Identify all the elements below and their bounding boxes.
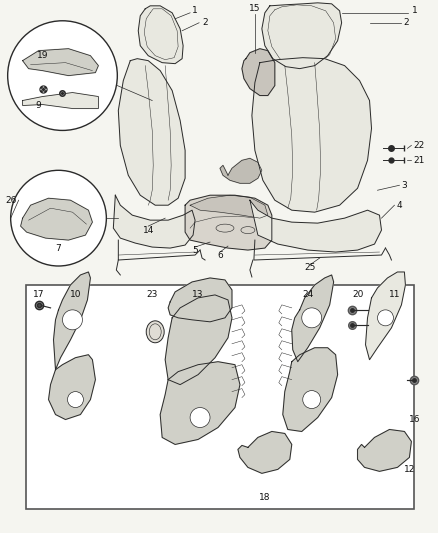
Polygon shape [283,348,338,432]
Text: 12: 12 [404,465,415,474]
Text: 11: 11 [389,290,400,300]
Text: 1: 1 [192,6,198,15]
FancyBboxPatch shape [25,285,414,509]
Polygon shape [366,272,406,360]
Circle shape [302,308,321,328]
Text: 14: 14 [142,225,154,235]
Text: 17: 17 [33,290,44,300]
Polygon shape [252,58,371,212]
Polygon shape [262,3,342,69]
Polygon shape [292,275,334,362]
Text: 24: 24 [302,290,313,300]
Polygon shape [113,195,195,248]
Circle shape [378,310,393,326]
Polygon shape [168,278,232,322]
Text: 6: 6 [217,251,223,260]
Text: 20: 20 [352,290,363,300]
Text: 25: 25 [304,263,315,272]
Polygon shape [118,59,185,205]
Text: 19: 19 [37,51,48,60]
Polygon shape [190,195,268,218]
Circle shape [63,310,82,330]
Polygon shape [250,200,381,252]
Polygon shape [23,49,99,76]
Text: 2: 2 [202,18,208,27]
Polygon shape [160,362,240,445]
Polygon shape [238,432,292,473]
Circle shape [8,21,117,131]
Polygon shape [53,272,90,370]
Polygon shape [165,295,232,385]
Ellipse shape [146,321,164,343]
Text: 10: 10 [70,290,81,300]
Text: 21: 21 [413,156,425,165]
Text: 2: 2 [403,18,409,27]
Text: 1: 1 [412,6,417,15]
Circle shape [11,171,106,266]
Text: 5: 5 [192,246,198,255]
Text: 23: 23 [147,290,158,300]
Text: 13: 13 [192,290,204,300]
Text: 22: 22 [414,141,425,150]
Text: 16: 16 [409,415,420,424]
Polygon shape [242,49,275,95]
Text: 9: 9 [36,101,42,110]
Text: 3: 3 [402,181,407,190]
Polygon shape [138,6,183,63]
Text: 18: 18 [259,493,271,502]
Text: 7: 7 [56,244,61,253]
Text: 26: 26 [5,196,16,205]
Polygon shape [220,158,262,183]
Circle shape [190,408,210,427]
Circle shape [303,391,321,409]
Polygon shape [185,195,272,250]
Polygon shape [21,198,92,240]
Polygon shape [23,93,99,109]
Text: 4: 4 [397,201,402,209]
Polygon shape [357,430,411,471]
Polygon shape [49,355,95,419]
Text: 15: 15 [249,4,261,13]
Circle shape [67,392,83,408]
